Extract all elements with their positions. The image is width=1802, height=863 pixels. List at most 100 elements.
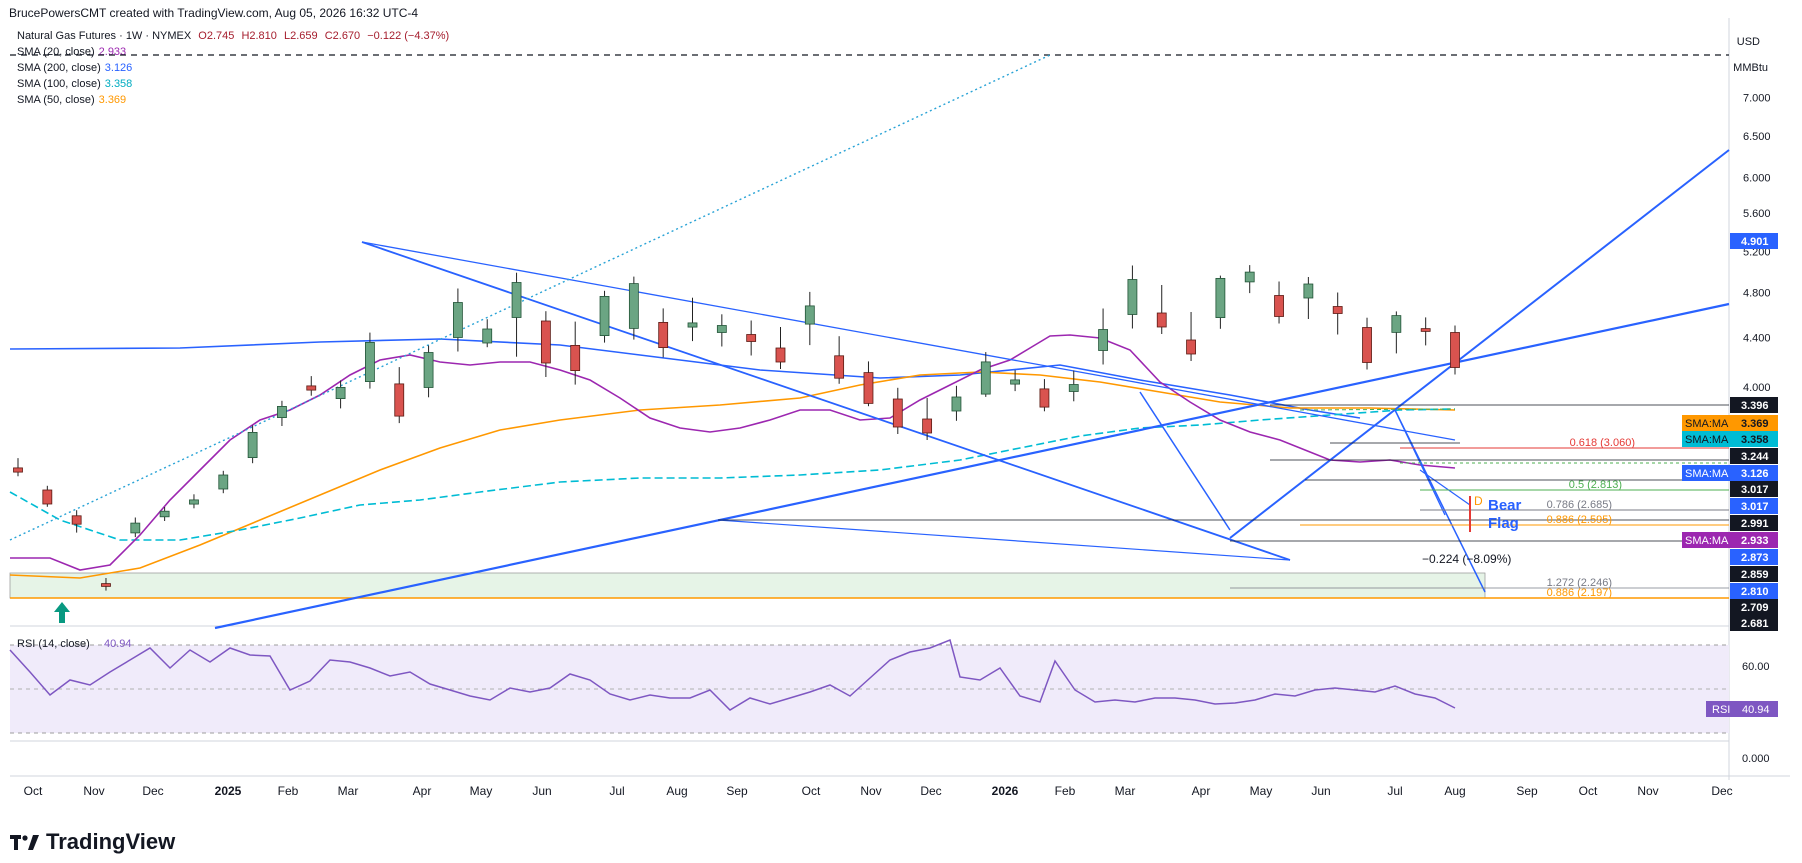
time-label: Feb xyxy=(278,784,299,798)
legend-sma50-value: 3.369 xyxy=(98,94,127,106)
time-label: Aug xyxy=(666,784,687,798)
price-label-bg xyxy=(1730,397,1778,413)
candle-body xyxy=(1186,339,1196,355)
time-label: 2026 xyxy=(992,784,1019,798)
fib-top-line xyxy=(1299,408,1456,411)
price-label: 2.810 xyxy=(1741,586,1769,598)
candle-body xyxy=(1450,332,1460,368)
rsi-label[interactable]: RSI (14, close) xyxy=(17,638,90,650)
time-label: Feb xyxy=(1055,784,1076,798)
open-value: O2.745 xyxy=(198,30,235,42)
support-zone xyxy=(9,572,1486,599)
fib-label: 0.618 (3.060) xyxy=(1570,437,1635,449)
time-label: Nov xyxy=(860,784,881,798)
change-value: −0.122 (−4.37%) xyxy=(367,30,450,42)
rsi-tag-value: 40.94 xyxy=(1742,704,1770,716)
candle-body xyxy=(482,328,493,344)
price-label-bg xyxy=(1730,431,1778,447)
candle-body xyxy=(511,282,522,318)
legend-sma200[interactable]: SMA (200, close) 3.126 xyxy=(17,62,132,74)
wedge-left-line xyxy=(1139,391,1231,531)
candle-body xyxy=(775,347,786,363)
time-label: Oct xyxy=(1579,784,1598,798)
fib-label: 1.272 (2.246) xyxy=(1547,577,1612,589)
candle-body xyxy=(804,305,815,325)
price-label-bg xyxy=(1730,415,1778,431)
candle-body xyxy=(540,320,551,364)
rsi-scale-60: 60.00 xyxy=(1742,661,1770,673)
price-label-bg xyxy=(1730,615,1778,631)
symbol-legend[interactable]: Natural Gas Futures · 1W · NYMEX O2.745 … xyxy=(17,30,449,42)
candle-body xyxy=(452,302,463,338)
tradingview-logo-icon xyxy=(10,835,39,850)
time-label: Sep xyxy=(726,784,748,798)
fib-labels: 0.618 (3.060) 0.5 (2.813) 0.786 (2.685) 0.8… xyxy=(1547,437,1635,599)
ma-tag xyxy=(1682,431,1730,447)
price-label-bg xyxy=(1730,532,1778,548)
bear-label: Bear xyxy=(1488,497,1522,514)
ma-tag xyxy=(1682,415,1730,431)
price-label: 3.126 xyxy=(1741,468,1769,480)
ma-tag xyxy=(1682,465,1730,481)
rsi-legend-value: 40.94 xyxy=(104,638,132,650)
candle-body xyxy=(1010,379,1021,385)
legend-sma50-label: SMA (50, close) xyxy=(17,94,95,106)
wedge-lower-line xyxy=(717,519,1291,561)
price-label: 2.933 xyxy=(1741,535,1769,547)
candle-body xyxy=(599,295,610,336)
time-label: 2025 xyxy=(215,784,242,798)
flag-label: Flag xyxy=(1488,515,1519,532)
sma20-line xyxy=(10,334,1456,571)
price-label-bg xyxy=(1730,549,1778,565)
candle-body xyxy=(1332,306,1343,314)
price-label-bg xyxy=(1730,515,1778,531)
high-value: H2.810 xyxy=(241,30,277,42)
candle-body xyxy=(247,431,258,458)
candle-body xyxy=(1156,312,1167,328)
candle-body xyxy=(365,341,375,382)
currency-label[interactable]: USD xyxy=(1736,36,1760,48)
rsi-value-tag[interactable] xyxy=(1706,701,1778,717)
price-tick: 6.500 xyxy=(1743,131,1771,143)
time-label: Jun xyxy=(532,784,551,798)
time-label: Mar xyxy=(338,784,359,798)
price-tick: 5.600 xyxy=(1743,208,1771,220)
time-label: May xyxy=(1250,784,1273,798)
price-label-bg xyxy=(1730,465,1778,481)
candle-body xyxy=(1303,283,1314,299)
price-label-bg xyxy=(1730,481,1778,497)
rising-trendline xyxy=(214,302,1730,630)
candle-body xyxy=(71,515,82,525)
price-tick: 7.000 xyxy=(1743,93,1771,105)
time-label: May xyxy=(470,784,493,798)
candles xyxy=(13,265,1460,591)
price-label-bg xyxy=(1730,448,1778,464)
time-label: Oct xyxy=(802,784,821,798)
price-labels: 4.901 3.396 SMA:MA 3.369 SMA:MA 3.358 3.244 SMA… xyxy=(1682,233,1778,631)
point-d-label: D xyxy=(1474,494,1483,508)
time-label: Nov xyxy=(1637,784,1658,798)
price-label: 3.017 xyxy=(1741,484,1769,496)
candle-body xyxy=(922,418,933,434)
candle-body xyxy=(1215,277,1226,318)
price-label: 3.017 xyxy=(1741,501,1769,513)
candle-body xyxy=(570,344,581,371)
time-label: Nov xyxy=(83,784,104,798)
symbol-title: Natural Gas Futures · 1W · NYMEX xyxy=(17,30,192,42)
candle-body xyxy=(980,361,991,395)
candle-body xyxy=(1274,295,1284,317)
price-label: 3.369 xyxy=(1741,418,1769,430)
candle-body xyxy=(13,467,23,473)
time-label: Jul xyxy=(609,784,624,798)
time-label: Dec xyxy=(142,784,163,798)
fib-label: 0.886 (2.197) xyxy=(1547,587,1612,599)
legend-sma100[interactable]: SMA (100, close) 3.358 xyxy=(17,78,132,90)
price-label: 2.859 xyxy=(1741,569,1769,581)
tradingview-logo[interactable]: TradingView xyxy=(10,829,175,855)
candle-body xyxy=(1420,328,1431,332)
candle-body xyxy=(863,372,874,404)
candle-body xyxy=(1362,327,1372,363)
price-label: 2.681 xyxy=(1741,618,1769,630)
legend-sma50[interactable]: SMA (50, close) 3.369 xyxy=(17,94,126,106)
price-chart[interactable]: 7.000 6.500 6.000 5.600 5.200 4.800 4.400 4.000… xyxy=(0,0,1802,810)
